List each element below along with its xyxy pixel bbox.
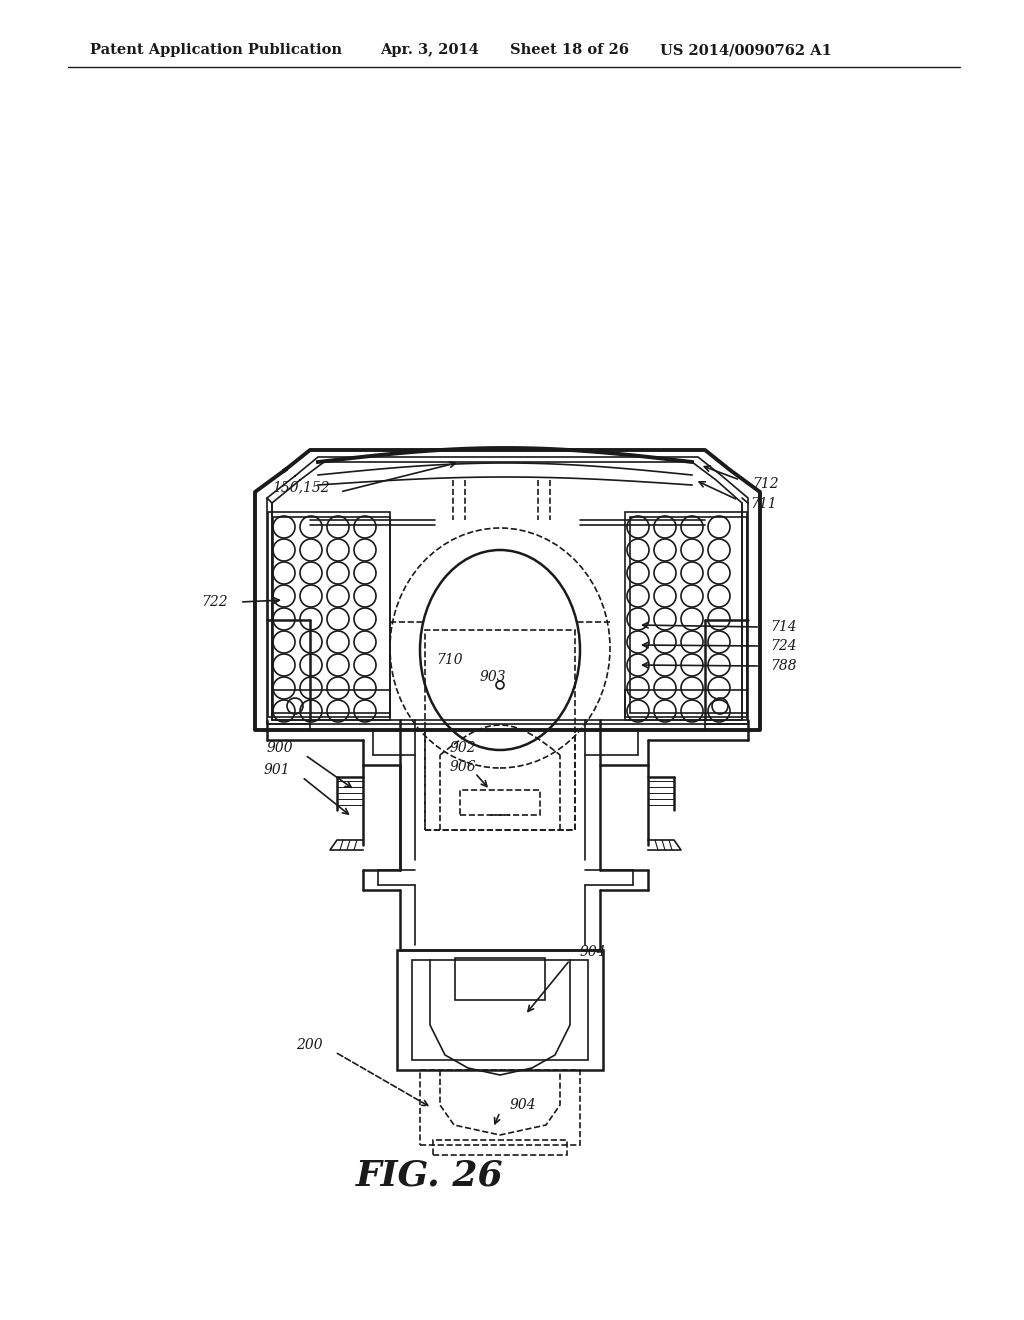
Bar — [425, 730, 575, 830]
Bar — [397, 950, 603, 1071]
Text: 903: 903 — [479, 671, 506, 684]
Bar — [425, 630, 575, 830]
Text: Apr. 3, 2014: Apr. 3, 2014 — [380, 44, 479, 57]
Text: 900: 900 — [266, 741, 293, 755]
Bar — [630, 517, 746, 713]
Bar — [460, 789, 540, 814]
Text: US 2014/0090762 A1: US 2014/0090762 A1 — [660, 44, 831, 57]
Text: 150,152: 150,152 — [272, 480, 330, 494]
Text: FIG. 26: FIG. 26 — [356, 1158, 504, 1192]
Text: 904: 904 — [510, 1098, 537, 1111]
Bar — [625, 512, 746, 717]
Text: 904: 904 — [580, 945, 606, 960]
Text: 200: 200 — [296, 1038, 323, 1052]
Text: Sheet 18 of 26: Sheet 18 of 26 — [510, 44, 629, 57]
Text: Patent Application Publication: Patent Application Publication — [90, 44, 342, 57]
Text: 711: 711 — [750, 498, 776, 511]
Text: 901: 901 — [263, 763, 290, 777]
Text: 906: 906 — [450, 760, 476, 774]
Bar — [433, 1140, 567, 1155]
Text: 788: 788 — [770, 659, 797, 673]
Bar — [273, 517, 390, 713]
Text: 714: 714 — [770, 620, 797, 634]
Bar — [412, 960, 588, 1060]
Text: 902: 902 — [450, 741, 476, 755]
Bar — [420, 1071, 580, 1144]
Text: 722: 722 — [202, 595, 228, 609]
Text: 710: 710 — [436, 653, 463, 667]
Bar — [625, 690, 746, 719]
Bar — [455, 958, 545, 1001]
Text: 724: 724 — [770, 639, 797, 653]
Bar — [272, 690, 390, 719]
Text: 712: 712 — [752, 477, 778, 491]
Bar — [268, 512, 390, 717]
